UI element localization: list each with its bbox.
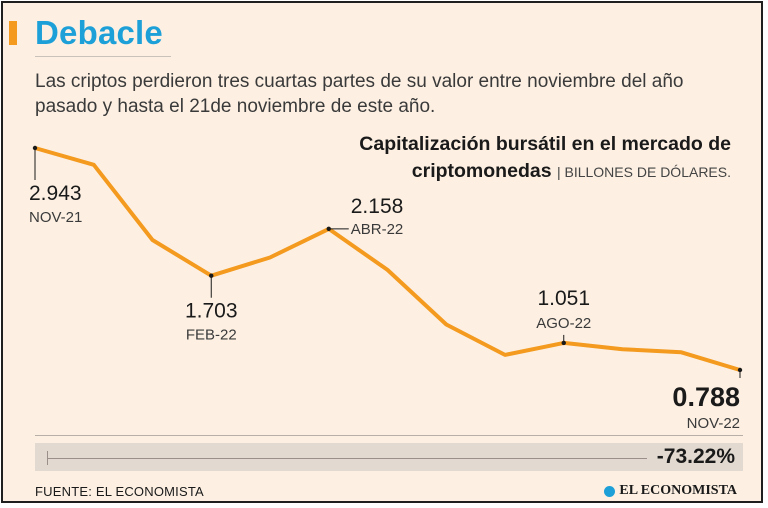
value-label-nov-22: 0.788: [672, 382, 740, 412]
value-label-nov-21: 2.943: [29, 182, 82, 205]
chart-title-line1: Capitalización bursátil en el mercado de: [359, 133, 731, 155]
change-bar: [35, 443, 743, 471]
change-tick: [47, 451, 48, 465]
brand-name: EL ECONOMISTA: [619, 483, 737, 498]
series-line: [33, 146, 742, 372]
data-point-feb-22: [209, 273, 214, 278]
date-label-ago-22: AGO-22: [536, 315, 591, 332]
page-title: Debacle: [35, 14, 163, 51]
date-label-nov-22: NOV-22: [687, 415, 740, 432]
date-label-nov-21: NOV-21: [29, 209, 82, 226]
divider: [35, 435, 743, 436]
brand-icon: [604, 485, 616, 497]
brand-logo: EL ECONOMISTA: [604, 483, 737, 499]
chart-title-line2: criptomonedas: [411, 160, 552, 182]
value-label-feb-22: 1.703: [185, 300, 238, 323]
subtitle: Las criptos perdieron tres cuartas parte…: [35, 71, 684, 117]
date-label-abr-22: ABR-22: [351, 221, 404, 238]
chart-unit: | BILLONES DE DÓLARES.: [556, 164, 731, 180]
value-label-abr-22: 2.158: [351, 195, 404, 218]
change-value: -73.22%: [656, 445, 735, 468]
value-label-ago-22: 1.051: [537, 287, 590, 310]
chart-title: Capitalización bursátil en el mercado de…: [211, 131, 731, 186]
accent-bar: [9, 21, 17, 45]
source-note: FUENTE: EL ECONOMISTA: [35, 484, 204, 499]
date-label-feb-22: FEB-22: [186, 327, 237, 344]
title-underline: [35, 56, 171, 57]
change-line: [47, 458, 647, 459]
